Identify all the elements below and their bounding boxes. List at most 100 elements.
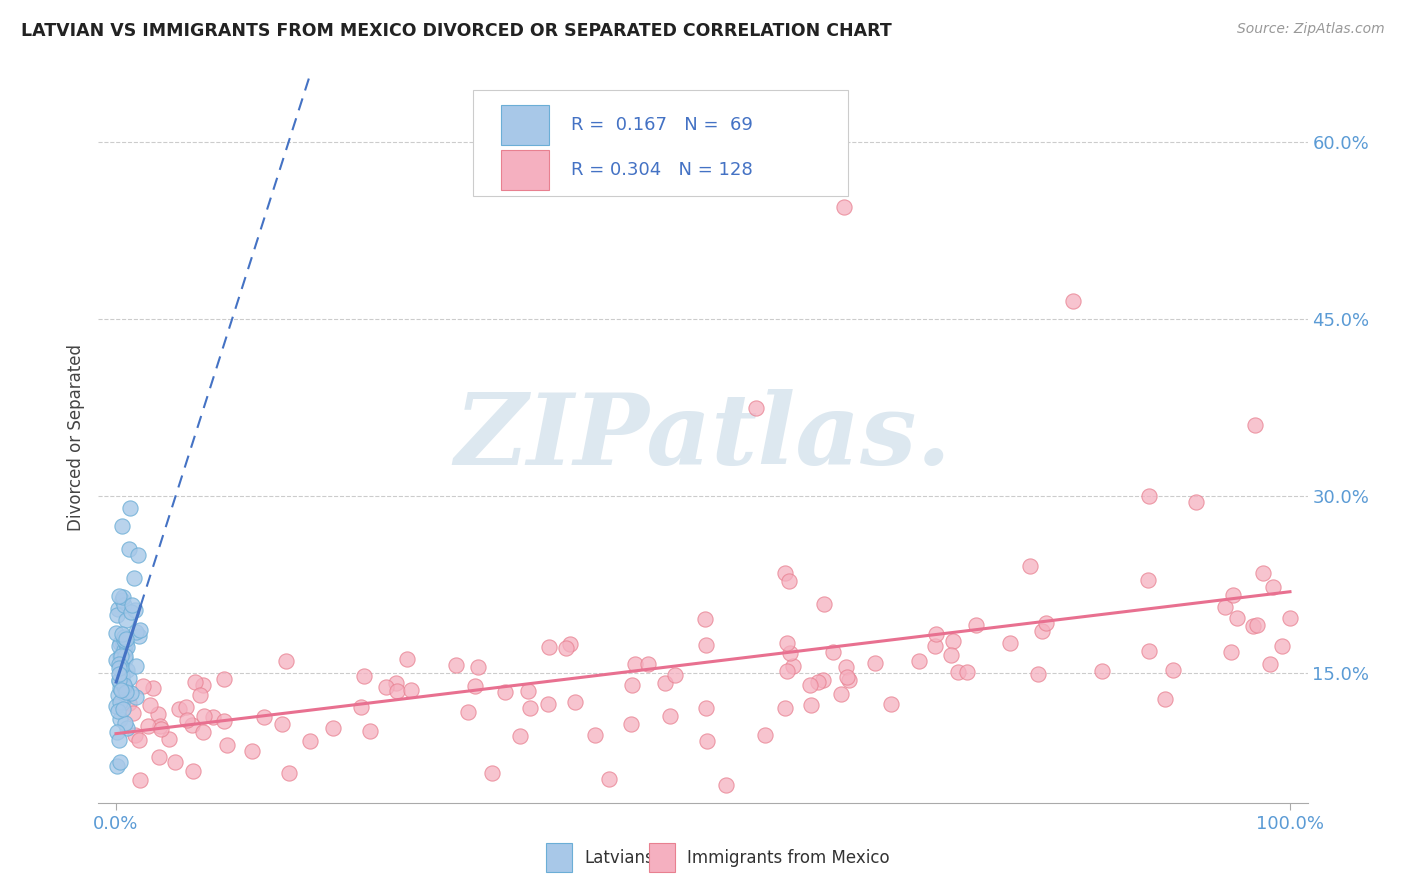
Point	[125, 658, 148, 673]
Point	[939, 648, 962, 662]
Point	[167, 702, 190, 716]
Point	[122, 706, 145, 721]
Point	[111, 673, 134, 687]
Point	[148, 749, 170, 764]
Point	[1263, 580, 1285, 594]
Point	[271, 716, 294, 731]
Point	[1091, 664, 1114, 678]
Point	[754, 728, 776, 742]
Bar	[546, 843, 572, 872]
Point	[142, 681, 165, 696]
Point	[110, 648, 132, 663]
Point	[1035, 616, 1057, 631]
Text: Latvians: Latvians	[585, 848, 654, 867]
Point	[350, 699, 373, 714]
Point	[105, 653, 128, 667]
Point	[112, 630, 135, 644]
Point	[112, 635, 135, 649]
Point	[838, 673, 860, 687]
Point	[120, 686, 142, 700]
Point	[799, 678, 821, 692]
Point	[745, 401, 768, 415]
Point	[107, 602, 129, 616]
Point	[1220, 645, 1243, 659]
Point	[193, 709, 215, 723]
Point	[1185, 495, 1208, 509]
Point	[111, 627, 134, 641]
Point	[835, 660, 858, 674]
Point	[115, 613, 138, 627]
Point	[1243, 619, 1265, 633]
Point	[120, 500, 142, 515]
Bar	[501, 150, 550, 190]
Point	[107, 666, 129, 681]
Point	[107, 639, 129, 653]
Point	[114, 648, 136, 663]
Point	[114, 715, 136, 730]
Point	[139, 698, 162, 712]
Point	[107, 724, 129, 739]
Point	[128, 629, 150, 643]
Point	[1153, 691, 1175, 706]
Point	[624, 657, 647, 672]
Point	[115, 721, 138, 735]
Point	[908, 654, 931, 668]
Point	[1222, 589, 1244, 603]
Point	[1137, 573, 1160, 587]
Point	[1137, 643, 1160, 657]
Point	[188, 688, 211, 702]
Point	[107, 688, 129, 702]
Point	[111, 674, 134, 689]
Point	[128, 732, 150, 747]
Point	[115, 640, 138, 654]
Point	[880, 698, 903, 712]
Point	[149, 722, 172, 736]
Point	[564, 695, 586, 709]
Point	[1213, 600, 1236, 615]
Point	[998, 636, 1021, 650]
Point	[620, 677, 643, 691]
Point	[111, 518, 134, 533]
Point	[120, 605, 142, 619]
Point	[105, 698, 128, 713]
Text: Immigrants from Mexico: Immigrants from Mexico	[688, 848, 890, 867]
Point	[115, 636, 138, 650]
Point	[108, 589, 131, 603]
Text: LATVIAN VS IMMIGRANTS FROM MEXICO DIVORCED OR SEPARATED CORRELATION CHART: LATVIAN VS IMMIGRANTS FROM MEXICO DIVORC…	[21, 22, 891, 40]
Point	[1062, 294, 1084, 309]
Text: Source: ZipAtlas.com: Source: ZipAtlas.com	[1237, 22, 1385, 37]
Point	[716, 778, 738, 792]
Point	[299, 734, 322, 748]
Point	[108, 657, 131, 672]
Point	[277, 766, 299, 780]
Point	[832, 200, 855, 214]
Point	[110, 683, 132, 698]
Point	[121, 598, 143, 612]
Point	[125, 625, 148, 640]
Point	[387, 684, 409, 698]
Point	[110, 660, 132, 674]
Point	[457, 705, 479, 719]
Point	[193, 725, 215, 739]
Point	[112, 642, 135, 657]
Point	[942, 634, 965, 648]
Point	[779, 574, 801, 588]
Point	[519, 701, 541, 715]
Point	[111, 591, 134, 605]
Point	[122, 571, 145, 585]
Point	[965, 618, 987, 632]
Text: R =  0.167   N =  69: R = 0.167 N = 69	[571, 116, 754, 134]
Point	[110, 681, 132, 695]
Point	[1226, 611, 1249, 625]
Point	[863, 657, 886, 671]
Point	[112, 680, 135, 694]
Point	[1278, 611, 1301, 625]
Text: ZIPatlas.: ZIPatlas.	[454, 389, 952, 485]
Point	[779, 646, 801, 660]
Point	[112, 598, 135, 612]
Point	[115, 682, 138, 697]
Point	[112, 690, 135, 704]
Point	[696, 733, 718, 747]
Point	[110, 668, 132, 682]
Bar	[501, 104, 550, 145]
